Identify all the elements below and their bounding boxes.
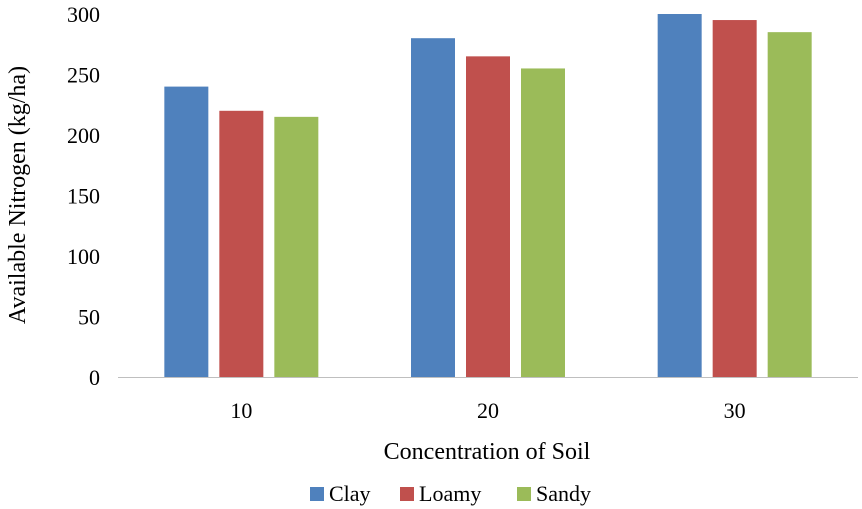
y-tick-label: 50 — [78, 305, 100, 330]
x-tick-label: 10 — [230, 398, 252, 423]
legend-label: Loamy — [419, 481, 481, 506]
y-tick-label: 0 — [89, 365, 100, 390]
bars — [164, 14, 812, 378]
y-axis-ticks: 0 50 100 150 200 250 300 — [67, 2, 100, 390]
x-tick-label: 20 — [477, 398, 499, 423]
y-tick-label: 300 — [67, 2, 100, 27]
bar-loamy-20 — [466, 56, 510, 377]
legend-label: Clay — [329, 481, 371, 506]
y-tick-label: 150 — [67, 184, 100, 209]
bar-clay-20 — [411, 38, 455, 377]
x-tick-label: 30 — [724, 398, 746, 423]
legend-label: Sandy — [536, 481, 591, 506]
y-tick-label: 200 — [67, 123, 100, 148]
x-axis-label: Concentration of Soil — [384, 439, 591, 465]
bar-clay-10 — [164, 86, 209, 377]
x-axis-ticks: 10 20 30 — [230, 398, 745, 423]
bar-sandy-10 — [274, 116, 319, 377]
bar-sandy-20 — [521, 68, 565, 377]
legend-swatch-loamy — [400, 487, 414, 501]
y-axis-label: Available Nitrogen (kg/ha) — [5, 66, 31, 324]
y-tick-label: 250 — [67, 63, 100, 88]
bar-sandy-30 — [767, 32, 812, 378]
legend-swatch-clay — [310, 487, 324, 501]
legend-swatch-sandy — [517, 487, 531, 501]
y-tick-label: 100 — [67, 244, 100, 269]
legend: Clay Loamy Sandy — [310, 481, 591, 506]
bar-loamy-30 — [712, 20, 757, 378]
bar-clay-30 — [657, 14, 702, 377]
bar-loamy-10 — [219, 110, 264, 378]
